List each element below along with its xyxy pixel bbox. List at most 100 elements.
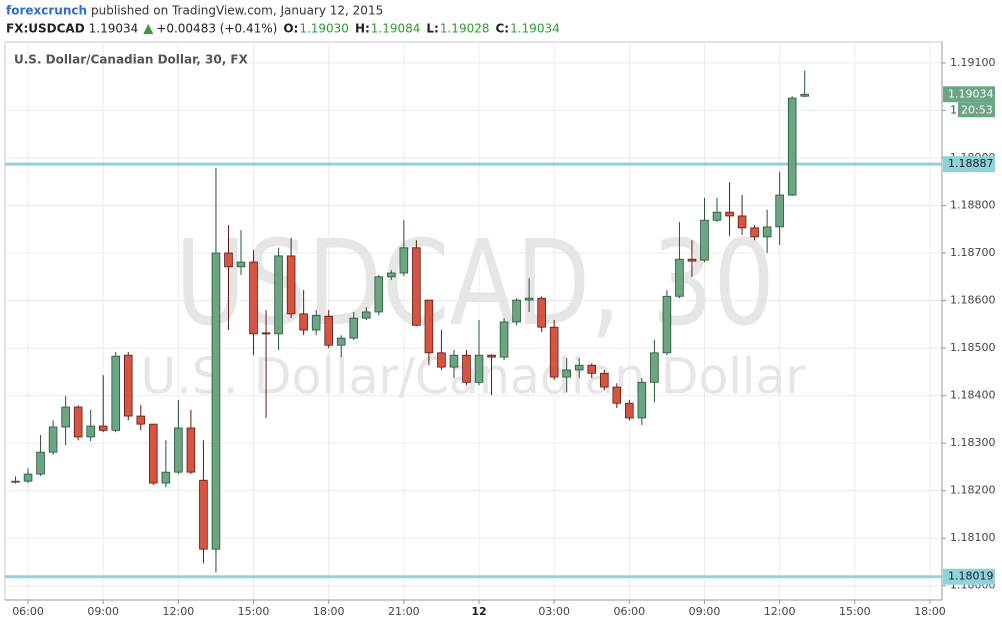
header-text: C: [495,22,509,36]
header-text: 1.19034 [510,22,560,36]
candle-body [299,313,308,331]
candle-body [762,226,772,238]
header-text: H: [355,22,370,36]
x-tick-label: 12 [471,605,486,618]
candle-body [512,299,521,323]
countdown-label: 20:53 [961,103,993,116]
candle-body [712,211,722,221]
candle-body [286,255,296,315]
chart-title: U.S. Dollar/Canadian Dollar, 30, FX [14,53,249,67]
x-tick-label: 15:00 [839,605,871,618]
candle-body [462,354,471,383]
last-price-label: 1.19034 [948,87,994,100]
candle-body [437,352,446,368]
candle-body [324,315,333,346]
header-text: 1.19028 [440,22,490,36]
candle-body [36,451,45,475]
candle-body [224,252,233,268]
x-tick-label: 18:00 [914,605,946,618]
candle-body [487,354,496,358]
candle-body [349,317,359,339]
candle-body [599,372,609,388]
candle-body [549,326,559,378]
candle-body [537,297,546,328]
header-text: +0.00483 (+0.41%) [156,22,277,36]
header-text: O: [283,22,298,36]
price-label: 1.18019 [948,570,994,583]
candle-body [123,354,133,417]
candle-body [424,299,434,354]
y-tick-label: 1.18200 [950,484,996,497]
x-tick-label: 03:00 [538,605,570,618]
candle-body [249,261,258,335]
x-tick-label: 15:00 [238,605,270,618]
candle-body [737,215,747,229]
candle-body [499,321,509,358]
candle-body [775,194,784,228]
y-tick-label: 1.18300 [950,436,996,449]
candle-body [111,355,121,431]
x-tick-label: 06:00 [12,605,44,618]
candle-body [687,258,697,262]
y-tick-label: 1.18100 [950,531,996,544]
watermark: U.S. Dollar/Canadian Dollar [141,348,806,406]
plot-frame [4,41,943,601]
watermark: USDCAD, 30 [175,214,775,352]
y-tick-label: 1.18700 [950,246,996,259]
candle-body [800,93,809,97]
candle-body [274,255,283,335]
x-tick-label: 06:00 [613,605,645,618]
header-text: published on TradingView.com, January 12… [91,4,383,18]
header-text: L: [426,22,438,36]
x-tick-label: 09:00 [87,605,119,618]
candle-body [474,354,484,383]
candle-body [86,425,95,438]
candle-body [787,97,797,196]
candle-body [11,480,20,483]
candle-body [186,427,196,473]
price-label-box [943,156,995,173]
up-arrow-icon [143,24,154,34]
candle-body [23,473,33,482]
candle-body [48,426,58,453]
countdown-box [958,102,995,118]
candle-body [149,423,158,484]
candle-body [562,369,571,378]
price-label-box [943,568,995,585]
candles [11,70,809,573]
candle-body [211,252,221,550]
candle-body [387,272,396,278]
header-text: 1.19030 [299,22,349,36]
y-tick-label: 1.19100 [950,56,996,69]
y-tick-label: 1.18800 [950,199,996,212]
candle-body [399,247,409,274]
y-tick-label: 1.18500 [950,341,996,354]
candle-body [524,297,534,301]
x-tick-label: 12:00 [163,605,195,618]
header-text: FX:USDCAD [6,22,85,36]
candle-body [374,276,384,313]
candle-body [625,402,634,419]
header-text: 1.19034 [89,22,139,36]
y-tick-label: 1.18400 [950,389,996,402]
price-label: 1.18887 [948,157,994,170]
header-text: forexcrunch [6,4,87,18]
x-tick-label: 21:00 [388,605,420,618]
candle-body [662,295,672,354]
candle-body [412,247,421,326]
candle-body [98,425,108,431]
candle-body [174,427,183,473]
last-price-box [943,86,995,103]
candle-body [136,415,146,425]
candle-body [236,261,246,268]
x-tick-label: 09:00 [689,605,721,618]
candle-body [700,219,709,261]
x-tick-label: 12:00 [764,605,796,618]
candle-body [650,352,659,383]
candle-body [612,386,622,404]
y-tick-label: 1.18600 [950,294,996,307]
candle-body [261,332,271,335]
candle-body [587,364,597,374]
